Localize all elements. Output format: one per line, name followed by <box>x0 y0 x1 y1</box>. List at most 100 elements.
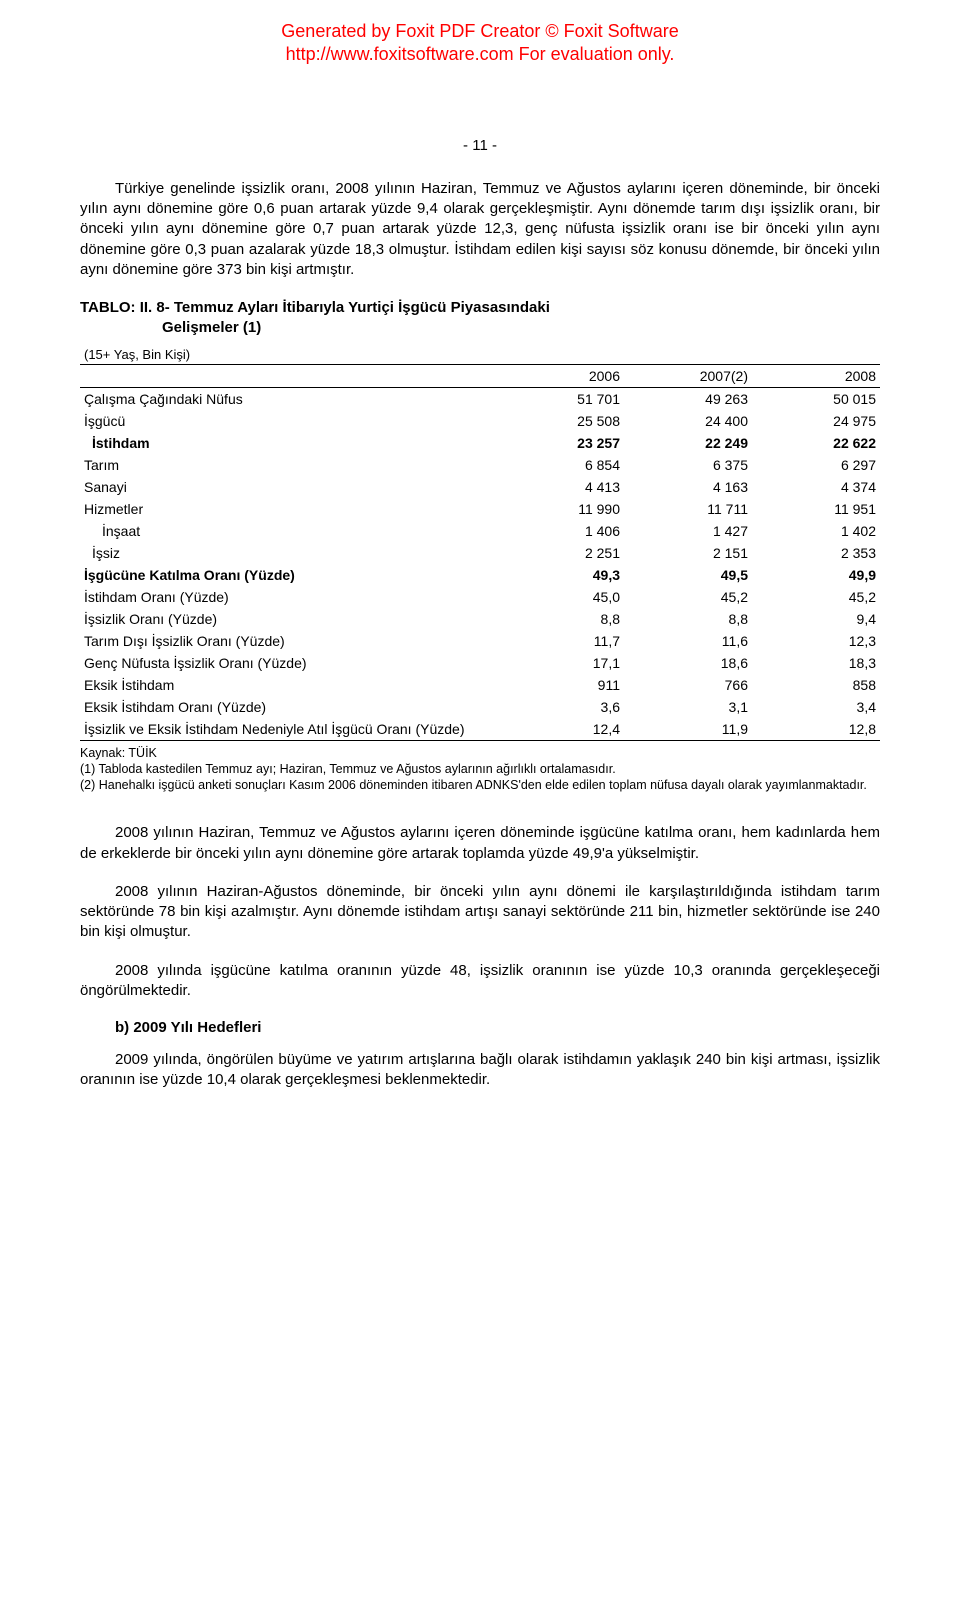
table-row: Eksik İstihdam Oranı (Yüzde)3,63,13,4 <box>80 696 880 718</box>
row-value: 4 374 <box>752 476 880 498</box>
row-value: 3,6 <box>496 696 624 718</box>
row-value: 6 375 <box>624 454 752 476</box>
table-footnotes: Kaynak: TÜİK (1) Tabloda kastedilen Temm… <box>80 745 880 794</box>
paragraph-2: 2008 yılının Haziran, Temmuz ve Ağustos … <box>80 823 880 864</box>
row-value: 25 508 <box>496 410 624 432</box>
row-value: 11 990 <box>496 498 624 520</box>
row-value: 23 257 <box>496 432 624 454</box>
row-value: 45,2 <box>752 586 880 608</box>
row-value: 50 015 <box>752 387 880 410</box>
row-value: 8,8 <box>624 608 752 630</box>
col-2007: 2007(2) <box>624 364 752 387</box>
table-row: İstihdam23 25722 24922 622 <box>80 432 880 454</box>
row-label: Hizmetler <box>80 498 496 520</box>
row-label: İşsiz <box>80 542 496 564</box>
col-blank <box>80 364 496 387</box>
table-title-line1: TABLO: II. 8- Temmuz Ayları İtibarıyla Y… <box>80 299 550 316</box>
row-value: 12,8 <box>752 718 880 741</box>
footnote-2: (2) Hanehalkı işgücü anketi sonuçları Ka… <box>80 777 880 793</box>
footnote-1: (1) Tabloda kastedilen Temmuz ayı; Hazir… <box>80 761 880 777</box>
table-row: İşgücüne Katılma Oranı (Yüzde)49,349,549… <box>80 564 880 586</box>
row-label: Eksik İstihdam <box>80 674 496 696</box>
subheading-b: b) 2009 Yılı Hedefleri <box>115 1019 880 1036</box>
row-value: 9,4 <box>752 608 880 630</box>
row-value: 2 353 <box>752 542 880 564</box>
row-value: 766 <box>624 674 752 696</box>
row-label: İşsizlik ve Eksik İstihdam Nedeniyle Atı… <box>80 718 496 741</box>
row-value: 11 951 <box>752 498 880 520</box>
row-label: Çalışma Çağındaki Nüfus <box>80 387 496 410</box>
row-label: Tarım <box>80 454 496 476</box>
row-value: 11,7 <box>496 630 624 652</box>
row-value: 49,5 <box>624 564 752 586</box>
row-value: 911 <box>496 674 624 696</box>
row-value: 6 854 <box>496 454 624 476</box>
row-value: 11,6 <box>624 630 752 652</box>
row-value: 49 263 <box>624 387 752 410</box>
watermark-line1: Generated by Foxit PDF Creator © Foxit S… <box>80 20 880 43</box>
table-row: İşsizlik ve Eksik İstihdam Nedeniyle Atı… <box>80 718 880 741</box>
row-value: 18,3 <box>752 652 880 674</box>
row-label: Eksik İstihdam Oranı (Yüzde) <box>80 696 496 718</box>
row-value: 24 975 <box>752 410 880 432</box>
paragraph-3: 2008 yılının Haziran-Ağustos döneminde, … <box>80 882 880 943</box>
row-value: 17,1 <box>496 652 624 674</box>
row-label: İşgücüne Katılma Oranı (Yüzde) <box>80 564 496 586</box>
paragraph-5: 2009 yılında, öngörülen büyüme ve yatırı… <box>80 1050 880 1091</box>
table-row: Tarım6 8546 3756 297 <box>80 454 880 476</box>
row-value: 4 163 <box>624 476 752 498</box>
row-value: 22 622 <box>752 432 880 454</box>
row-label: İnşaat <box>80 520 496 542</box>
row-value: 45,2 <box>624 586 752 608</box>
row-value: 12,4 <box>496 718 624 741</box>
row-label: Sanayi <box>80 476 496 498</box>
row-label: İstihdam <box>80 432 496 454</box>
labor-market-table: (15+ Yaş, Bin Kişi) 2006 2007(2) 2008 Ça… <box>80 345 880 741</box>
table-title-line2: Gelişmeler (1) <box>162 318 880 338</box>
footnote-source: Kaynak: TÜİK <box>80 745 880 761</box>
table-row: İşgücü25 50824 40024 975 <box>80 410 880 432</box>
watermark-line2: http://www.foxitsoftware.com For evaluat… <box>80 43 880 66</box>
row-value: 8,8 <box>496 608 624 630</box>
row-value: 49,3 <box>496 564 624 586</box>
row-label: Tarım Dışı İşsizlik Oranı (Yüzde) <box>80 630 496 652</box>
row-value: 1 406 <box>496 520 624 542</box>
row-label: İşsizlik Oranı (Yüzde) <box>80 608 496 630</box>
row-value: 1 402 <box>752 520 880 542</box>
row-value: 4 413 <box>496 476 624 498</box>
row-value: 18,6 <box>624 652 752 674</box>
row-value: 11,9 <box>624 718 752 741</box>
row-value: 51 701 <box>496 387 624 410</box>
row-value: 22 249 <box>624 432 752 454</box>
table-row: İşsiz2 2512 1512 353 <box>80 542 880 564</box>
table-unit-label: (15+ Yaş, Bin Kişi) <box>80 345 880 365</box>
row-value: 12,3 <box>752 630 880 652</box>
table-header-row: 2006 2007(2) 2008 <box>80 364 880 387</box>
page-number: - 11 - <box>80 137 880 154</box>
paragraph-4: 2008 yılında işgücüne katılma oranının y… <box>80 961 880 1002</box>
table-row: Eksik İstihdam911766858 <box>80 674 880 696</box>
row-label: İşgücü <box>80 410 496 432</box>
table-row: İnşaat1 4061 4271 402 <box>80 520 880 542</box>
table-row: Tarım Dışı İşsizlik Oranı (Yüzde)11,711,… <box>80 630 880 652</box>
row-value: 3,1 <box>624 696 752 718</box>
table-row: Çalışma Çağındaki Nüfus51 70149 26350 01… <box>80 387 880 410</box>
table-row: İşsizlik Oranı (Yüzde)8,88,89,4 <box>80 608 880 630</box>
row-value: 1 427 <box>624 520 752 542</box>
col-2006: 2006 <box>496 364 624 387</box>
row-value: 858 <box>752 674 880 696</box>
row-value: 24 400 <box>624 410 752 432</box>
row-label: İstihdam Oranı (Yüzde) <box>80 586 496 608</box>
table-row: Hizmetler11 99011 71111 951 <box>80 498 880 520</box>
table-body: Çalışma Çağındaki Nüfus51 70149 26350 01… <box>80 387 880 740</box>
table-title: TABLO: II. 8- Temmuz Ayları İtibarıyla Y… <box>80 298 880 339</box>
row-label: Genç Nüfusta İşsizlik Oranı (Yüzde) <box>80 652 496 674</box>
row-value: 11 711 <box>624 498 752 520</box>
row-value: 49,9 <box>752 564 880 586</box>
table-row: Genç Nüfusta İşsizlik Oranı (Yüzde)17,11… <box>80 652 880 674</box>
table-row: Sanayi4 4134 1634 374 <box>80 476 880 498</box>
pdf-watermark: Generated by Foxit PDF Creator © Foxit S… <box>80 20 880 67</box>
table-row: İstihdam Oranı (Yüzde)45,045,245,2 <box>80 586 880 608</box>
row-value: 6 297 <box>752 454 880 476</box>
row-value: 2 151 <box>624 542 752 564</box>
